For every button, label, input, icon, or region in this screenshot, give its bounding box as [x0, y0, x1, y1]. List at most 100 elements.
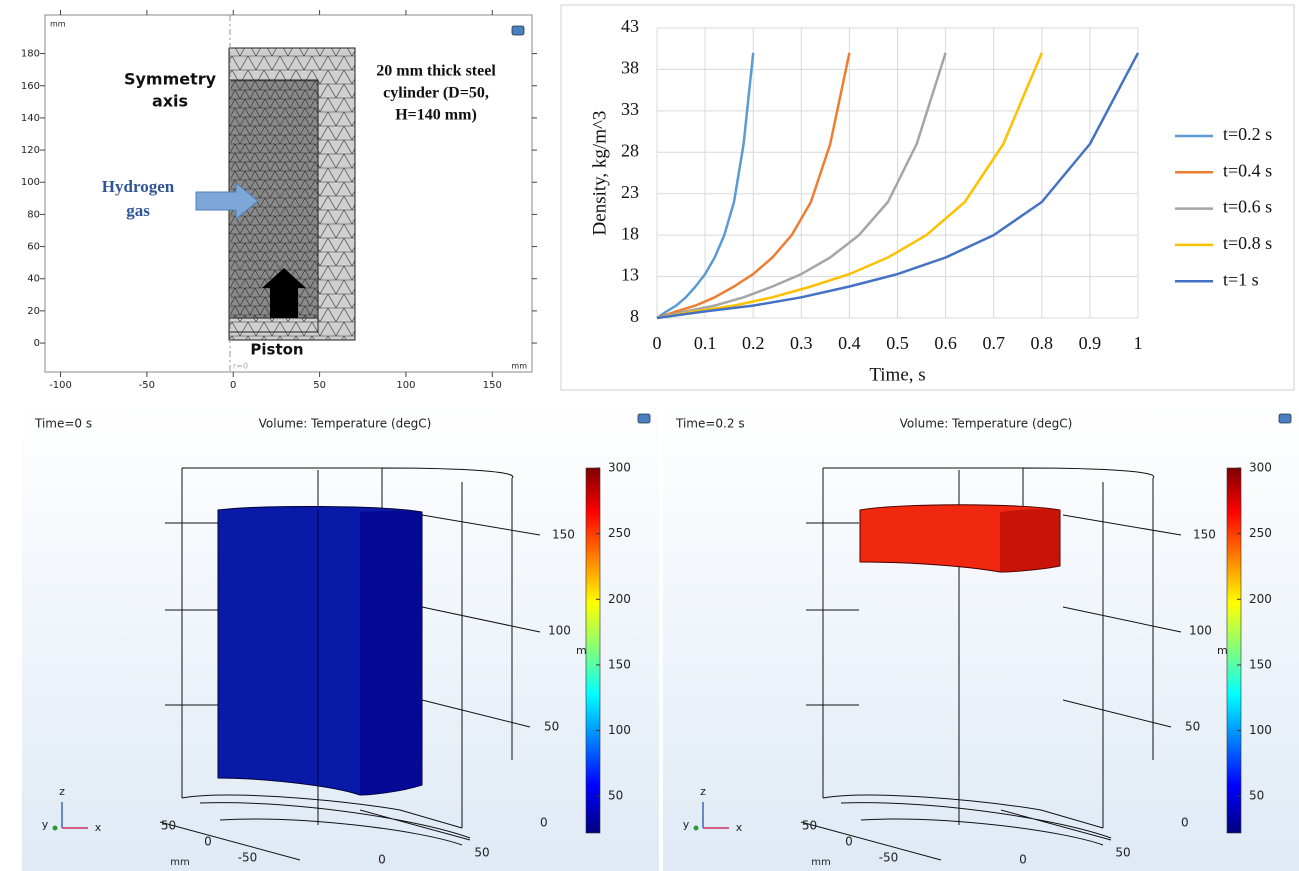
- y-tick-label: 0: [204, 835, 212, 849]
- x-tick-label: 0.3: [790, 333, 813, 353]
- triad-label: z: [59, 785, 65, 798]
- x-tick-label: -100: [49, 380, 72, 391]
- legend-label: t=0.8 s: [1223, 233, 1272, 253]
- y-tick-label: 23: [621, 182, 639, 202]
- piston-arrow: [262, 268, 306, 318]
- z-tick-label: 150: [552, 528, 575, 542]
- y-tick-label: -50: [238, 851, 258, 865]
- colorbar-tick-label: 100: [608, 723, 631, 737]
- colorbar: [585, 467, 601, 834]
- view-title: Volume: Temperature (degC): [259, 417, 432, 431]
- triad-label: z: [700, 785, 706, 798]
- series-line: [656, 52, 1140, 320]
- piston: [228, 317, 319, 333]
- triad-label: x: [736, 821, 743, 834]
- x-tick-label: 0.4: [838, 333, 861, 353]
- y-tick-label: 38: [621, 58, 639, 78]
- cylinder-label: cylinder (D=50,: [383, 85, 489, 102]
- view-title: Volume: Temperature (degC): [900, 417, 1073, 431]
- y-tick-label: -50: [879, 851, 899, 865]
- x-tick-label: 0.5: [886, 333, 909, 353]
- colorbar-tick-label: 300: [608, 461, 631, 475]
- x-tick-label: 0.8: [1031, 333, 1054, 353]
- gas-arrow: [195, 181, 259, 221]
- x-tick-label: 0.6: [934, 333, 957, 353]
- colorbar-tick-label: 50: [608, 789, 623, 803]
- gas-label: Hydrogen: [102, 177, 175, 196]
- y-tick-label: 50: [161, 819, 176, 833]
- y-tick-label: 40: [27, 274, 40, 285]
- z-tick-label: 0: [1181, 816, 1189, 830]
- view-background: [663, 405, 1299, 871]
- colorbar-tick-label: 250: [608, 526, 631, 540]
- density-chart: 8 13 18 23 28 33 38 43 0 0.1 0.2 0.3 0.4 0.5 0.6 0.7 0.8…: [560, 4, 1295, 391]
- x-tick-label: 0: [378, 853, 386, 867]
- z-tick-label: 50: [1185, 720, 1200, 734]
- z-tick-label: 0: [540, 816, 548, 830]
- y-tick-label: 8: [630, 306, 639, 326]
- legend-label: t=0.6 s: [1223, 197, 1272, 217]
- y-tick-label: 18: [621, 223, 639, 243]
- x-tick-label: -50: [139, 380, 155, 391]
- colorbar-tick-label: 50: [1249, 789, 1264, 803]
- cut-unit: m: [1217, 644, 1228, 657]
- cylinder-label: H=140 mm): [395, 107, 477, 124]
- time-label: Time=0.2 s: [675, 417, 745, 431]
- x-tick-label: 0.1: [694, 333, 717, 353]
- x-tick-label: 50: [474, 846, 489, 860]
- y-tick-label: 20: [27, 306, 40, 317]
- y-tick-label: 0: [845, 835, 853, 849]
- symmetry-label: axis: [152, 92, 188, 111]
- icon: [1278, 413, 1292, 424]
- series-line: [656, 52, 755, 320]
- y-unit: mm: [50, 20, 66, 29]
- y-axis-label: Density, kg/m^3: [589, 111, 610, 236]
- y-tick-label: 60: [27, 242, 40, 253]
- x-tick-label: 0: [1019, 853, 1027, 867]
- z-tick-label: 150: [1193, 528, 1216, 542]
- x-tick-label: 0.2: [742, 333, 765, 353]
- y-tick-label: 100: [21, 177, 40, 188]
- triad-label: y: [683, 818, 690, 831]
- triad-y: [693, 825, 699, 831]
- triad-y: [52, 825, 58, 831]
- x-unit: mm: [511, 362, 527, 371]
- wireframe: [159, 467, 541, 861]
- colorbar-tick-label: 200: [1249, 592, 1272, 606]
- y-tick-label: 33: [621, 99, 639, 119]
- y-tick-label: 180: [21, 49, 40, 60]
- temperature-view: Time=0 s Volume: Temperature (degC) 50 100 1…: [22, 405, 659, 871]
- colorbar-tick-label: 250: [1249, 526, 1272, 540]
- y-tick-label: 160: [21, 81, 40, 92]
- piston-label: Piston: [250, 341, 303, 359]
- time-label: Time=0 s: [34, 417, 92, 431]
- series-line: [656, 52, 947, 320]
- y-tick-label: 50: [802, 819, 817, 833]
- y-tick-label: 120: [21, 145, 40, 156]
- series-line: [656, 52, 851, 320]
- series-line: [656, 52, 1043, 320]
- legend-label: t=1 s: [1223, 269, 1259, 289]
- y-tick-label: 140: [21, 113, 40, 124]
- y-tick-label: 80: [27, 209, 40, 220]
- axis-unit: mm: [811, 857, 830, 868]
- x-tick-label: 150: [483, 380, 502, 391]
- axis-unit: mm: [170, 857, 189, 868]
- z-tick-label: 100: [548, 624, 571, 638]
- chart-frame: [560, 4, 1295, 391]
- x-tick-label: 0: [653, 333, 662, 353]
- colorbar-tick-label: 150: [1249, 657, 1272, 671]
- y-tick-label: 0: [34, 338, 40, 349]
- cut-unit: m: [576, 644, 587, 657]
- triad-label: x: [95, 821, 102, 834]
- z-tick-label: 50: [544, 720, 559, 734]
- cylinder-label: 20 mm thick steel: [376, 63, 496, 80]
- triad-label: y: [42, 818, 49, 831]
- temperature-view: Time=0.2 s Volume: Temperature (degC) 50 10…: [663, 405, 1299, 871]
- colorbar: [1226, 467, 1242, 834]
- y-tick-label: 43: [621, 16, 639, 36]
- x-tick-label: 0.9: [1079, 333, 1102, 353]
- icon: [511, 25, 525, 36]
